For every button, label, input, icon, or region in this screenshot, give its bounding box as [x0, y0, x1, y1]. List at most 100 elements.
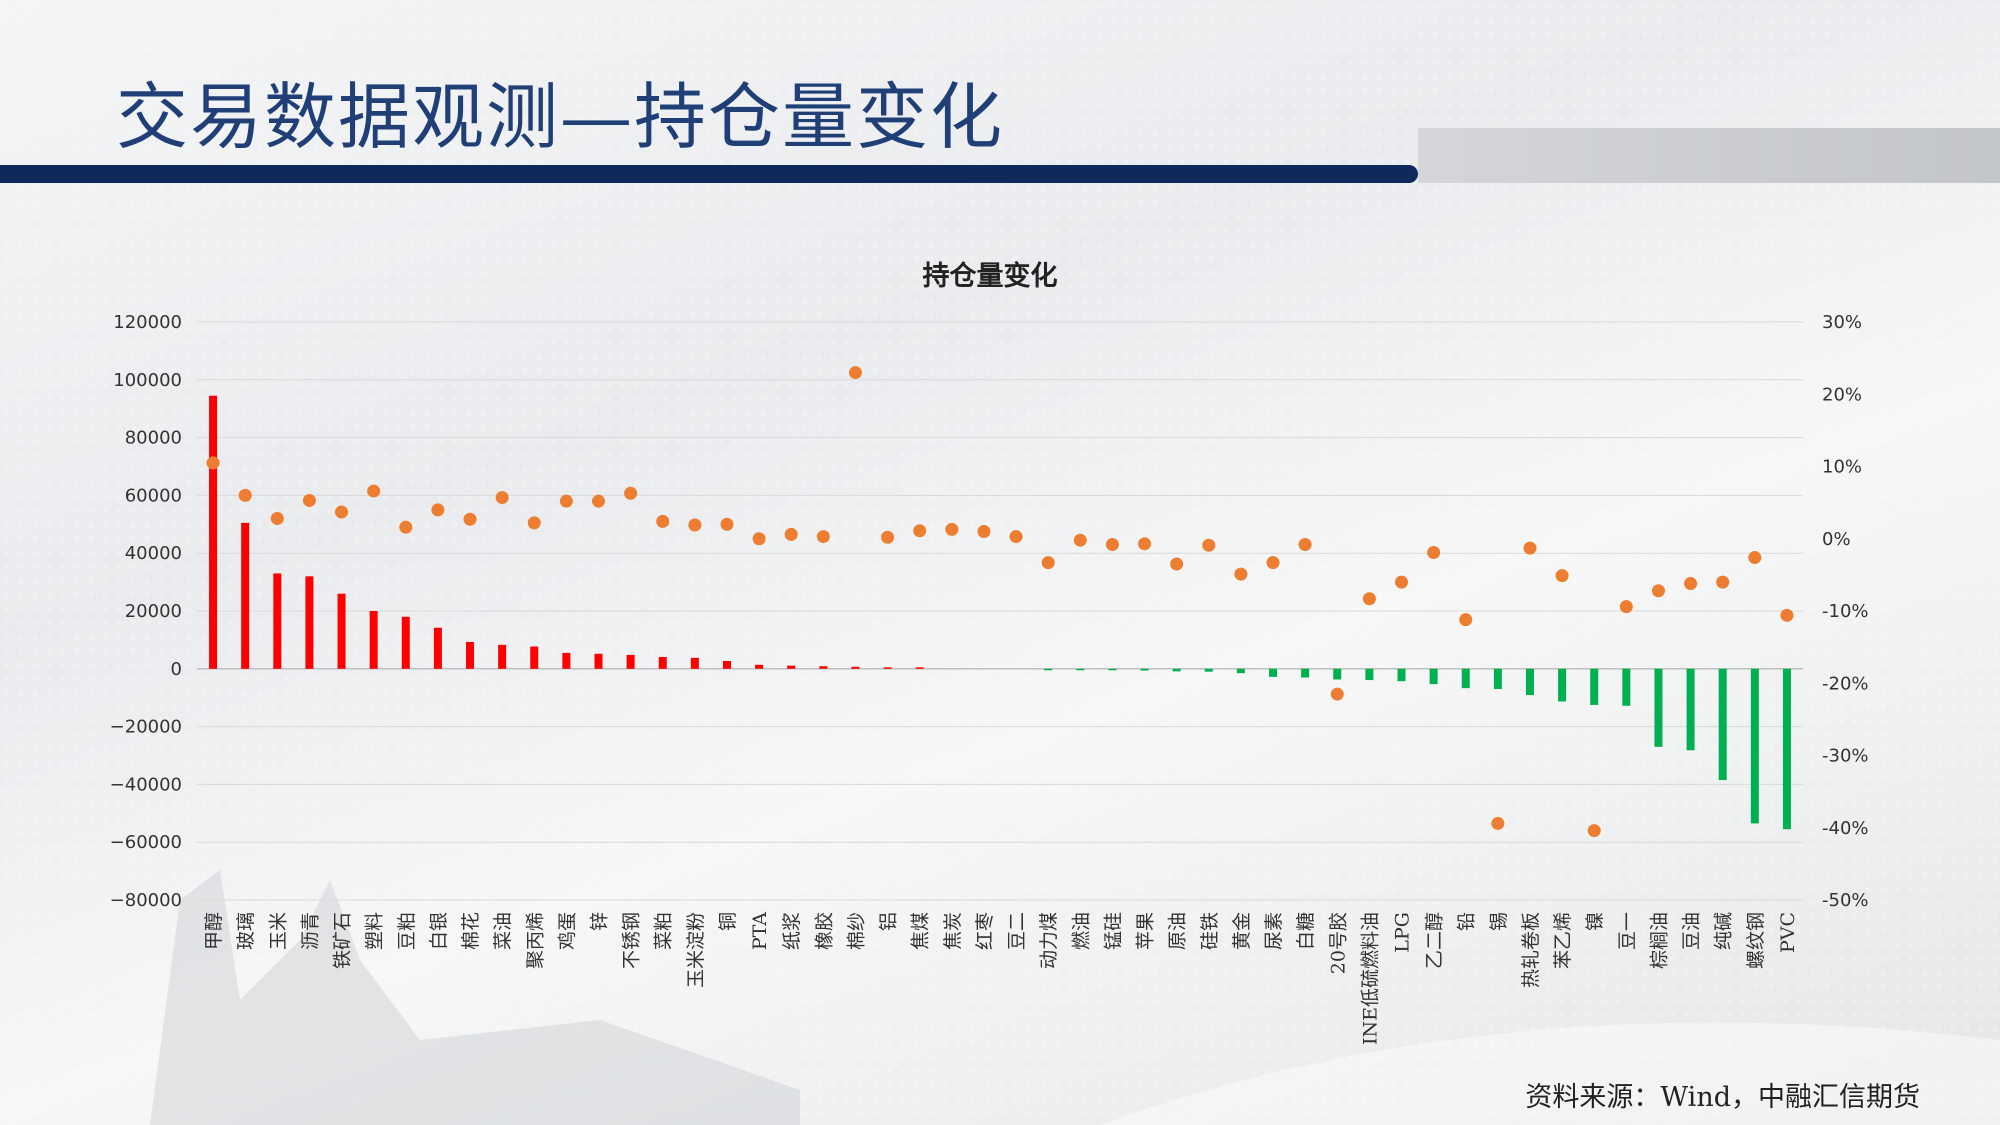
bar-2: [273, 573, 282, 669]
category-label: 锌: [589, 912, 611, 931]
category-label: 镍: [1584, 912, 1606, 931]
pct-marker-43: [1587, 824, 1601, 838]
bar-49: [1782, 668, 1791, 830]
category-label: 苹果: [1135, 912, 1157, 950]
bar-11: [562, 652, 571, 669]
bar-27: [1076, 668, 1085, 671]
pct-marker-35: [1330, 687, 1344, 701]
y-tick-label: 80000: [125, 428, 182, 449]
pct-marker-39: [1459, 613, 1473, 627]
pct-change-series: [206, 366, 1794, 838]
y2-tick-label: 10%: [1822, 457, 1862, 478]
category-label: 铝: [878, 912, 900, 931]
pct-marker-20: [848, 366, 862, 380]
y2-tick-label: -10%: [1822, 601, 1869, 622]
category-label: 燃油: [1070, 912, 1092, 950]
y-tick-label: 20000: [125, 601, 182, 622]
category-label: 焦炭: [942, 912, 964, 950]
bar-12: [594, 653, 603, 669]
pct-marker-6: [399, 520, 413, 534]
bar-series: [209, 395, 1791, 830]
pct-marker-34: [1298, 538, 1312, 552]
pct-marker-44: [1619, 600, 1633, 614]
bar-48: [1750, 668, 1759, 824]
category-label: 不锈钢: [621, 912, 643, 969]
bar-18: [787, 665, 796, 669]
pct-marker-13: [624, 486, 638, 500]
bar-39: [1461, 668, 1470, 689]
bar-43: [1590, 668, 1599, 705]
category-label: 尿素: [1263, 912, 1285, 950]
y-tick-label: −60000: [110, 832, 182, 853]
pct-marker-10: [527, 516, 541, 530]
category-label: 豆粕: [396, 912, 418, 950]
category-label: 热轧卷板: [1520, 912, 1542, 988]
bar-20: [851, 666, 860, 669]
category-label: 焦煤: [910, 912, 932, 950]
pct-marker-42: [1555, 569, 1569, 583]
bar-38: [1429, 668, 1438, 685]
category-label: 豆油: [1681, 912, 1703, 950]
category-label: 棉纱: [845, 912, 867, 950]
bar-9: [498, 644, 507, 669]
pct-marker-14: [656, 514, 670, 528]
bar-17: [755, 664, 764, 669]
category-label: 乙二醇: [1424, 912, 1446, 969]
category-label: 豆一: [1616, 912, 1638, 950]
x-axis-categories: 甲醇 玻璃 玉米 沥青 铁矿石 塑料 豆粕 白银 棉花 菜油 聚丙烯 鸡蛋锌不锈钢 菜粕 玉米淀粉铜 PTA…: [203, 912, 1799, 1045]
bar-26: [1044, 668, 1053, 671]
bar-35: [1333, 668, 1342, 680]
pct-marker-17: [752, 532, 766, 546]
y2-tick-label: -30%: [1822, 746, 1869, 767]
y-tick-label: 120000: [113, 312, 182, 333]
bar-0: [209, 395, 218, 669]
bar-28: [1108, 668, 1117, 671]
y2-tick-label: 20%: [1822, 384, 1862, 405]
category-label: 原油: [1167, 912, 1189, 950]
category-label: 锰硅: [1102, 912, 1124, 950]
pct-marker-0: [206, 456, 220, 470]
bar-5: [369, 611, 378, 669]
y-tick-label: 60000: [125, 485, 182, 506]
pct-marker-27: [1073, 533, 1087, 547]
bar-8: [466, 641, 475, 669]
gridlines: [197, 321, 1803, 901]
bar-15: [690, 657, 699, 669]
category-label: 黄金: [1231, 912, 1253, 950]
pct-marker-9: [495, 491, 509, 505]
category-label: 动力煤: [1038, 912, 1060, 969]
bar-32: [1236, 668, 1245, 674]
pct-marker-30: [1170, 557, 1184, 571]
pct-marker-28: [1105, 538, 1119, 552]
pct-marker-1: [238, 488, 252, 502]
category-label: 棕榈油: [1648, 912, 1670, 969]
bar-41: [1525, 668, 1534, 696]
y2-tick-label: -50%: [1822, 890, 1869, 911]
category-label: LPG: [1392, 912, 1414, 953]
bar-7: [433, 627, 442, 669]
category-label: 橡胶: [813, 912, 835, 950]
category-label: 纸浆: [781, 912, 803, 950]
category-label: PTA: [749, 912, 771, 950]
pct-marker-25: [1009, 530, 1023, 544]
category-label: 玻璃: [235, 912, 257, 950]
category-label: 塑料: [364, 912, 386, 950]
bar-6: [401, 616, 410, 669]
bar-47: [1718, 668, 1727, 781]
bar-44: [1622, 668, 1631, 706]
pct-marker-32: [1234, 567, 1248, 581]
bar-1: [241, 522, 250, 669]
slide-title: 交易数据观测—持仓量变化: [116, 75, 1005, 159]
category-label: 铁矿石: [332, 912, 354, 969]
y2-tick-label: -20%: [1822, 673, 1869, 694]
category-label: 20号胶: [1327, 912, 1349, 974]
pct-marker-3: [302, 493, 316, 507]
category-label: 棉花: [460, 912, 482, 950]
category-label: 聚丙烯: [524, 912, 546, 969]
category-label: INE低硫燃料油: [1359, 912, 1381, 1045]
y-tick-label: −20000: [110, 717, 182, 738]
category-label: 菜粕: [653, 912, 675, 950]
y2-tick-label: 0%: [1822, 529, 1851, 550]
